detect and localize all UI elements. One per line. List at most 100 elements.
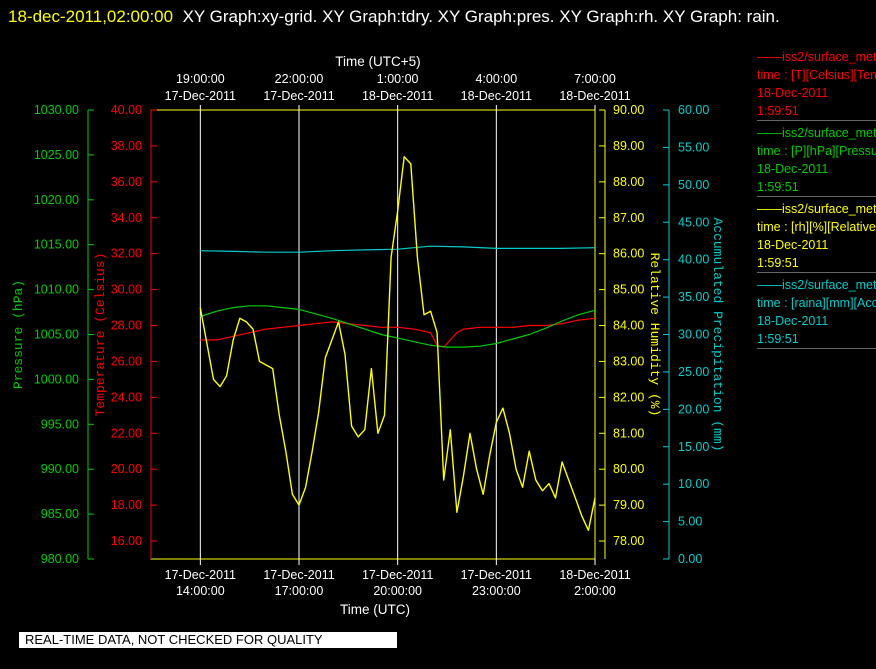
humidity-tick-label: 79.00 bbox=[613, 498, 644, 512]
temperature-tick-label: 34.00 bbox=[111, 211, 142, 225]
precipitation-tick-label: 30.00 bbox=[678, 328, 709, 342]
legend-entry-humidity[interactable]: ——iss2/surface_met time : [rh][%][Relati… bbox=[757, 200, 876, 273]
pressure-tick-label: 1010.00 bbox=[34, 283, 79, 297]
temperature-tick-label: 28.00 bbox=[111, 319, 142, 333]
pressure-tick-label: 1025.00 bbox=[34, 148, 79, 162]
x-tick-label-date: 17-Dec-2011 bbox=[461, 568, 532, 582]
humidity-tick-label: 82.00 bbox=[613, 390, 644, 404]
temperature-tick-label: 36.00 bbox=[111, 175, 142, 189]
x-tick-label-top-date: 18-Dec-2011 bbox=[559, 89, 630, 103]
humidity-tick-label: 85.00 bbox=[613, 283, 644, 297]
humidity-tick-label: 87.00 bbox=[613, 211, 644, 225]
pressure-axis-title: Pressure (hPa) bbox=[11, 280, 26, 389]
legend-series: ——iss2/surface_met bbox=[757, 126, 876, 140]
legend-entry-pressure[interactable]: ——iss2/surface_met time : [P][hPa][Press… bbox=[757, 124, 876, 197]
legend-series: ——iss2/surface_met bbox=[757, 278, 876, 292]
legend-time: 1:59:51 bbox=[757, 180, 799, 194]
legend-desc: time : [rh][%][Relative Humidity] bbox=[757, 220, 876, 234]
humidity-tick-label: 83.00 bbox=[613, 354, 644, 368]
x-tick-label-date: 17-Dec-2011 bbox=[362, 568, 433, 582]
precipitation-tick-label: 45.00 bbox=[678, 215, 709, 229]
humidity-tick-label: 86.00 bbox=[613, 247, 644, 261]
precipitation-tick-label: 15.00 bbox=[678, 440, 709, 454]
temperature-tick-label: 16.00 bbox=[111, 534, 142, 548]
series-line-accumulated-precipitation bbox=[200, 245, 596, 253]
temperature-tick-label: 40.00 bbox=[111, 103, 142, 117]
x-tick-label-time: 2:00:00 bbox=[574, 584, 616, 598]
humidity-tick-label: 89.00 bbox=[613, 139, 644, 153]
x-axis-label-top: Time (UTC+5) bbox=[335, 54, 420, 69]
precipitation-tick-label: 5.00 bbox=[678, 515, 702, 529]
precipitation-tick-label: 10.00 bbox=[678, 477, 709, 491]
humidity-tick-label: 84.00 bbox=[613, 319, 644, 333]
legend-series: ——iss2/surface_met bbox=[757, 202, 876, 216]
x-tick-label-top-time: 4:00:00 bbox=[475, 72, 517, 86]
legend-date: 18-Dec-2011 bbox=[757, 238, 829, 252]
pressure-tick-label: 980.00 bbox=[41, 552, 79, 566]
x-tick-label-date: 17-Dec-2011 bbox=[263, 568, 334, 582]
graph-title: 18-dec-2011,02:00:00 XY Graph:xy-grid. X… bbox=[8, 2, 868, 31]
pressure-tick-label: 985.00 bbox=[41, 507, 79, 521]
temperature-tick-label: 18.00 bbox=[111, 498, 142, 512]
legend-time: 1:59:51 bbox=[757, 256, 799, 270]
legend-entry-precipitation[interactable]: ——iss2/surface_met time : [raina][mm][Ac… bbox=[757, 276, 876, 349]
x-tick-label-top-time: 19:00:00 bbox=[176, 72, 225, 86]
x-tick-label-top-time: 22:00:00 bbox=[275, 72, 324, 86]
precipitation-tick-label: 40.00 bbox=[678, 253, 709, 267]
x-tick-label-top-time: 1:00:00 bbox=[377, 72, 419, 86]
series-line-pressure bbox=[200, 305, 596, 348]
pressure-tick-label: 1015.00 bbox=[34, 238, 79, 252]
humidity-axis-title: Relative Humidity (%) bbox=[647, 253, 662, 417]
precipitation-tick-label: 25.00 bbox=[678, 365, 709, 379]
temperature-tick-label: 32.00 bbox=[111, 247, 142, 261]
humidity-tick-label: 88.00 bbox=[613, 175, 644, 189]
precipitation-tick-label: 55.00 bbox=[678, 140, 709, 154]
x-tick-label-date: 18-Dec-2011 bbox=[559, 568, 630, 582]
legend-time: 1:59:51 bbox=[757, 104, 799, 118]
x-tick-label-top-date: 17-Dec-2011 bbox=[263, 89, 334, 103]
legend: ——iss2/surface_met time : [T][Celsius][T… bbox=[757, 48, 876, 352]
legend-series: ——iss2/surface_met bbox=[757, 50, 876, 64]
precipitation-tick-label: 50.00 bbox=[678, 178, 709, 192]
legend-desc: time : [P][hPa][Pressure] bbox=[757, 144, 876, 158]
humidity-tick-label: 81.00 bbox=[613, 426, 644, 440]
legend-entry-temperature[interactable]: ——iss2/surface_met time : [T][Celsius][T… bbox=[757, 48, 876, 121]
humidity-tick-label: 80.00 bbox=[613, 462, 644, 476]
temperature-tick-label: 24.00 bbox=[111, 390, 142, 404]
x-tick-label-date: 17-Dec-2011 bbox=[165, 568, 236, 582]
x-axis-label-bottom: Time (UTC) bbox=[340, 602, 410, 617]
humidity-tick-label: 90.00 bbox=[613, 103, 644, 117]
precipitation-tick-label: 0.00 bbox=[678, 552, 702, 566]
precipitation-tick-label: 35.00 bbox=[678, 290, 709, 304]
pressure-tick-label: 1000.00 bbox=[34, 372, 79, 386]
x-tick-label-top-date: 18-Dec-2011 bbox=[461, 89, 532, 103]
quality-notice: REAL-TIME DATA, NOT CHECKED FOR QUALITY bbox=[19, 632, 397, 648]
pressure-tick-label: 995.00 bbox=[41, 417, 79, 431]
graph-list: XY Graph:xy-grid. XY Graph:tdry. XY Grap… bbox=[182, 7, 780, 26]
legend-date: 18-Dec-2011 bbox=[757, 162, 829, 176]
pressure-tick-label: 990.00 bbox=[41, 462, 79, 476]
legend-desc: time : [raina][mm][Accumulated Precipita… bbox=[757, 296, 876, 310]
temperature-tick-label: 26.00 bbox=[111, 354, 142, 368]
legend-date: 18-Dec-2011 bbox=[757, 314, 829, 328]
x-tick-label-top-time: 7:00:00 bbox=[574, 72, 616, 86]
precipitation-axis-title: Accumulated Precipitation (mm) bbox=[710, 217, 725, 451]
x-tick-label-top-date: 18-Dec-2011 bbox=[362, 89, 433, 103]
legend-date: 18-Dec-2011 bbox=[757, 86, 829, 100]
x-tick-label-time: 14:00:00 bbox=[176, 584, 225, 598]
x-tick-label-top-date: 17-Dec-2011 bbox=[165, 89, 236, 103]
timestamp: 18-dec-2011,02:00:00 bbox=[8, 7, 174, 26]
humidity-tick-label: 78.00 bbox=[613, 534, 644, 548]
pressure-tick-label: 1030.00 bbox=[34, 103, 79, 117]
legend-desc: time : [T][Celsius][Temperature] bbox=[757, 68, 876, 82]
pressure-tick-label: 1020.00 bbox=[34, 193, 79, 207]
series-line-relative-humidity bbox=[199, 155, 596, 531]
x-tick-label-time: 20:00:00 bbox=[373, 584, 422, 598]
temperature-axis-title: Temperature (Celsius) bbox=[93, 253, 108, 417]
series-line-temperature bbox=[200, 317, 596, 348]
pressure-tick-label: 1005.00 bbox=[34, 328, 79, 342]
temperature-tick-label: 20.00 bbox=[111, 462, 142, 476]
x-tick-label-time: 17:00:00 bbox=[275, 584, 324, 598]
precipitation-tick-label: 60.00 bbox=[678, 103, 709, 117]
